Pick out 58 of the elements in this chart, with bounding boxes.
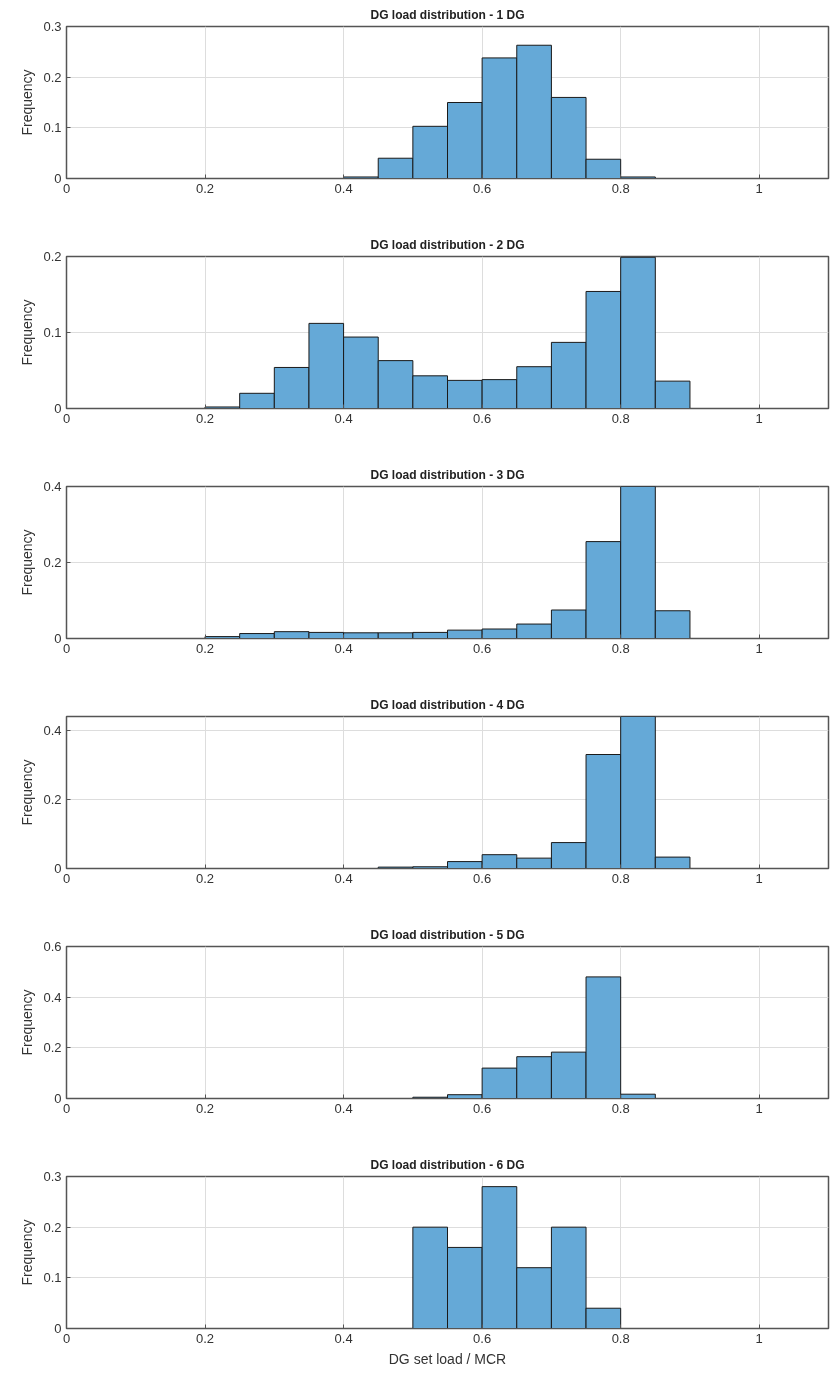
chart-title: DG load distribution - 3 DG xyxy=(370,467,525,482)
x-tick-label: 0.4 xyxy=(334,870,353,886)
x-axis-title: DG set load / MCR xyxy=(388,1350,507,1367)
chart-title: DG load distribution - 2 DG xyxy=(370,237,525,252)
y-tick-label: 0.2 xyxy=(43,249,62,264)
chart-title: DG load distribution - 5 DG xyxy=(370,927,525,942)
x-tick-label: 0.4 xyxy=(334,180,353,196)
y-axis-title: Frequency xyxy=(19,759,36,826)
x-tick-label: 1 xyxy=(755,870,763,886)
x-tick-label: 1 xyxy=(755,410,763,426)
x-tick-label: 0.2 xyxy=(196,1330,215,1346)
x-tick-label: 1 xyxy=(755,1330,763,1346)
x-tick-label: 0.6 xyxy=(473,870,492,886)
y-tick-label: 0.2 xyxy=(43,1040,62,1056)
y-tick-label: 0.2 xyxy=(43,555,62,570)
y-tick-label: 0.1 xyxy=(43,325,62,340)
chart-title: DG load distribution - 1 DG xyxy=(370,7,525,22)
x-tick-label: 0.4 xyxy=(334,1330,353,1346)
y-tick-label: 0.2 xyxy=(43,69,62,85)
x-tick-label: 0.6 xyxy=(473,410,492,426)
x-tick-label: 0.6 xyxy=(473,1330,492,1346)
y-tick-label: 0.2 xyxy=(43,1219,62,1235)
x-tick-label: 0.2 xyxy=(196,410,215,426)
y-axis-title: Frequency xyxy=(19,299,36,366)
y-tick-label: 0.4 xyxy=(43,479,62,494)
y-tick-label: 0.6 xyxy=(43,939,62,954)
chart-title: DG load distribution - 6 DG xyxy=(370,1157,525,1172)
y-axis-title: Frequency xyxy=(19,1219,36,1286)
chart-title: DG load distribution - 4 DG xyxy=(370,697,525,712)
x-tick-label: 0.8 xyxy=(611,1100,630,1116)
x-tick-label: 0.8 xyxy=(611,640,630,656)
x-tick-label: 0.2 xyxy=(196,1100,215,1116)
x-tick-label: 0.2 xyxy=(196,180,215,196)
x-tick-label: 0.2 xyxy=(196,870,215,886)
x-tick-label: 0.6 xyxy=(473,640,492,656)
x-tick-label: 0.8 xyxy=(611,410,630,426)
x-tick-label: 0.8 xyxy=(611,1330,630,1346)
y-tick-label: 0.4 xyxy=(43,989,62,1005)
x-tick-label: 1 xyxy=(755,640,763,656)
y-tick-label: 0.2 xyxy=(43,791,62,807)
y-tick-label: 0.3 xyxy=(43,1169,62,1184)
y-tick-label: 0.4 xyxy=(43,722,62,738)
x-tick-label: 1 xyxy=(755,180,763,196)
x-tick-label: 1 xyxy=(755,1100,763,1116)
x-tick-label: 0.4 xyxy=(334,640,353,656)
x-tick-label: 0.8 xyxy=(611,180,630,196)
x-tick-label: 0.6 xyxy=(473,180,492,196)
x-tick-label: 0.2 xyxy=(196,640,215,656)
y-axis-title: Frequency xyxy=(19,529,36,596)
y-tick-label: 0.1 xyxy=(43,1270,62,1286)
y-tick-label: 0.3 xyxy=(43,19,62,34)
x-tick-label: 0.4 xyxy=(334,1100,353,1116)
y-tick-label: 0.1 xyxy=(43,120,62,136)
y-axis-title: Frequency xyxy=(19,989,36,1056)
y-axis-title: Frequency xyxy=(19,69,36,136)
x-tick-label: 0.8 xyxy=(611,870,630,886)
x-tick-label: 0.4 xyxy=(334,410,353,426)
x-tick-label: 0.6 xyxy=(473,1100,492,1116)
